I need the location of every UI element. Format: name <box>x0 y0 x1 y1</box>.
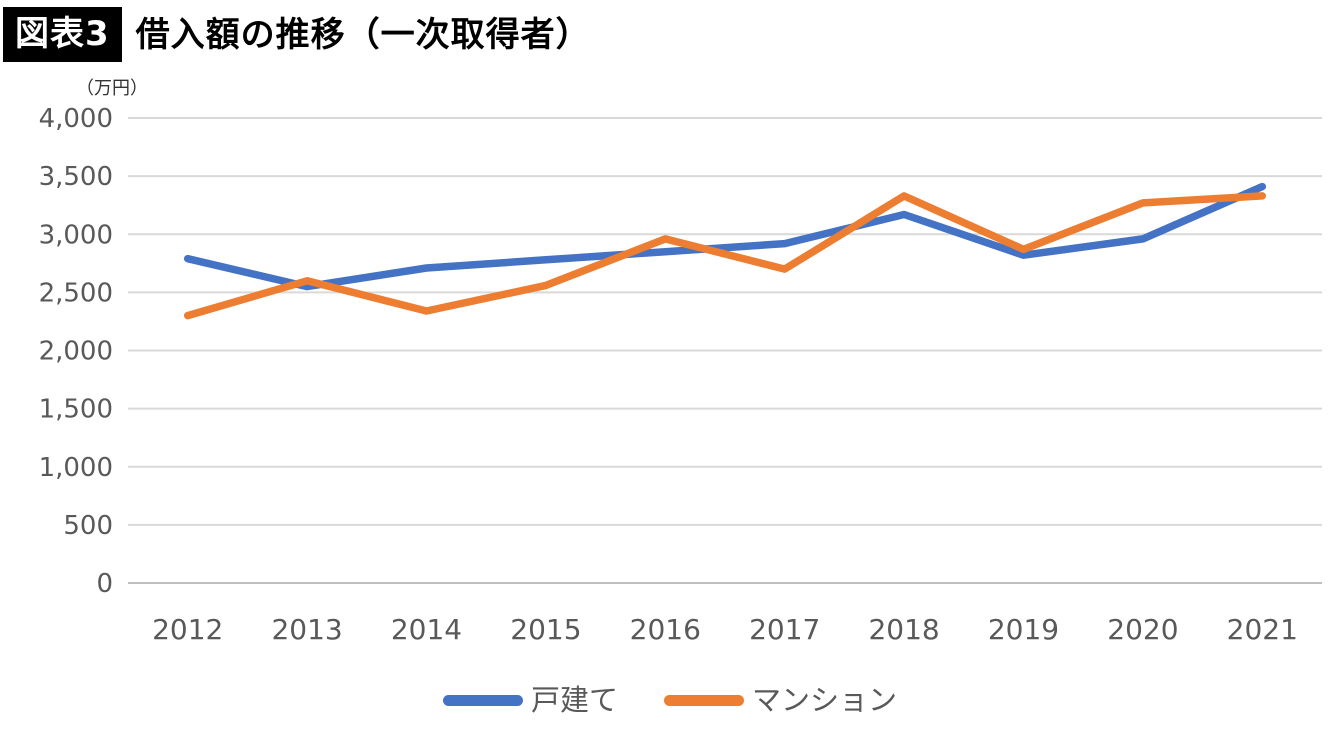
legend-item-mansion: マンション <box>664 686 897 715</box>
y-tick-label: 3,000 <box>39 220 113 250</box>
legend: 戸建て マンション <box>0 686 1340 715</box>
legend-swatch-todate <box>442 695 523 706</box>
x-tick-label: 2021 <box>1227 613 1298 646</box>
x-tick-label: 2014 <box>391 613 462 646</box>
x-tick-label: 2016 <box>630 613 701 646</box>
y-tick-label: 4,000 <box>39 104 113 134</box>
legend-label-mansion: マンション <box>752 683 898 717</box>
x-tick-label: 2019 <box>988 613 1059 646</box>
x-tick-label: 2012 <box>152 613 223 646</box>
legend-swatch-mansion <box>664 695 744 706</box>
y-axis-unit-label: （万円） <box>76 78 148 99</box>
y-tick-label: 3,500 <box>39 162 113 192</box>
title-row: 図表3 借入額の推移（一次取得者） <box>3 7 591 62</box>
x-tick-label: 2018 <box>868 613 939 646</box>
legend-item-todate: 戸建て <box>442 683 618 717</box>
y-tick-label: 2,500 <box>39 278 113 308</box>
y-tick-label: 0 <box>96 569 113 599</box>
figure-tag: 図表3 <box>3 7 122 62</box>
y-tick-label: 2,000 <box>39 337 113 367</box>
y-tick-label: 1,000 <box>39 453 113 483</box>
y-tick-label: 1,500 <box>39 395 113 425</box>
x-tick-label: 2017 <box>749 613 820 646</box>
x-tick-label: 2013 <box>271 613 342 646</box>
legend-label-todate: 戸建て <box>530 683 618 717</box>
y-tick-label: 500 <box>63 511 113 541</box>
series-line-1 <box>183 192 1267 320</box>
chart-title: 借入額の推移（一次取得者） <box>135 14 591 55</box>
series-line-0 <box>183 182 1267 291</box>
x-tick-label: 2015 <box>510 613 581 646</box>
x-tick-label: 2020 <box>1107 613 1178 646</box>
